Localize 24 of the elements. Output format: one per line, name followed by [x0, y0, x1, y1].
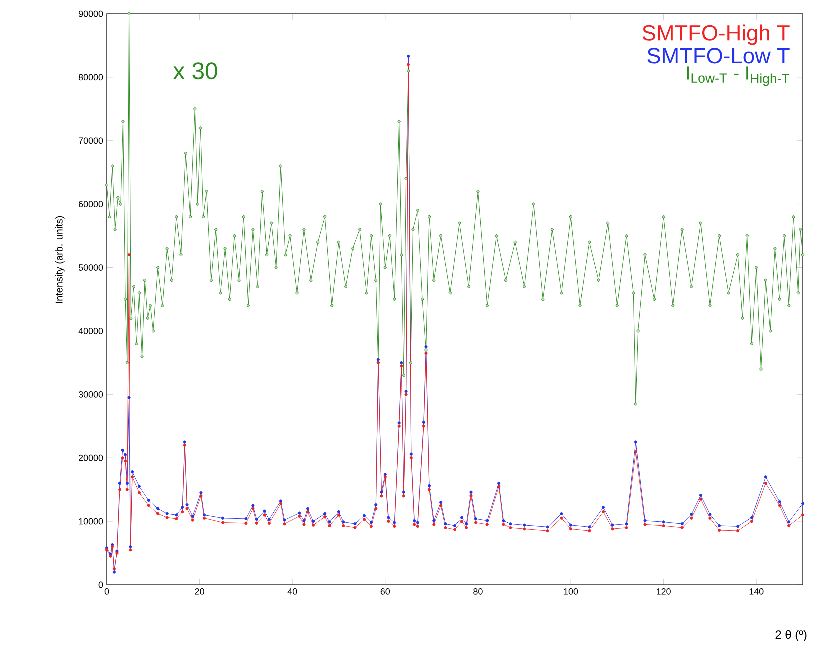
y-tick-label: 20000	[79, 454, 104, 462]
x-tick-label: 40	[288, 588, 298, 595]
x-tick-label: 140	[750, 588, 764, 595]
x-tick-label: 20	[195, 588, 204, 595]
x-tick-label: 0	[104, 588, 110, 595]
y-tick-label: 30000	[78, 391, 104, 398]
y-tick-label: 10000	[79, 518, 104, 525]
y-tick-label: 90000	[78, 10, 104, 18]
y-tick-label: 40000	[78, 328, 104, 334]
text: SMTFO-High T	[642, 24, 790, 46]
y-tick-label: 70000	[79, 138, 104, 144]
y-tick-label: 0	[98, 582, 104, 588]
annotation: x 30	[173, 62, 218, 80]
text: I$_{Low-T}$ - I$_{High-T}$	[687, 66, 790, 86]
x-axis-title: 2 θ (º)	[776, 630, 807, 642]
y-tick-label: 80000	[78, 74, 104, 81]
x-tick-label: 60	[380, 588, 390, 595]
y-axis-title: Intensity (arb. units)	[56, 216, 65, 304]
y-tick-label: 60000	[79, 201, 104, 208]
x-tick-label: 100	[564, 588, 578, 595]
x-tick-label: 80	[474, 588, 483, 595]
y-tick-label: 50000	[78, 264, 104, 271]
x-tick-label: 120	[657, 588, 671, 595]
text: SMTFO-Low T	[648, 48, 790, 64]
